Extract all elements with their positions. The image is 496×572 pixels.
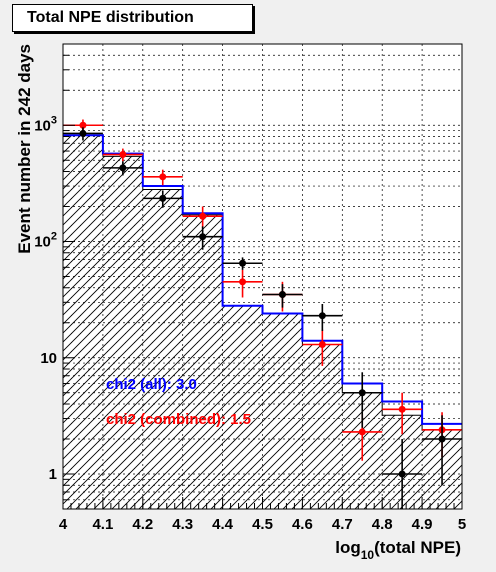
black-marker (358, 389, 366, 397)
black-marker (199, 233, 207, 241)
black-marker (119, 164, 127, 172)
x-tick-label: 4.4 (212, 516, 234, 533)
red-point (102, 148, 143, 162)
red-marker (358, 428, 366, 436)
x-tick-label: 4.6 (292, 516, 313, 533)
red-marker (398, 405, 406, 413)
black-marker (79, 129, 87, 137)
red-point (222, 269, 263, 298)
black-marker (239, 259, 247, 267)
red-point (182, 206, 223, 229)
x-axis-label: log10(total NPE) (335, 538, 461, 562)
black-point (102, 161, 143, 176)
chart-title-box: Total NPE distribution (12, 4, 253, 32)
chi2-annotation: chi2 (combined): 1.5 (106, 411, 251, 428)
black-point (342, 372, 383, 428)
x-tick-label: 4 (59, 516, 68, 533)
red-point (382, 392, 423, 435)
black-point (382, 439, 423, 509)
chi2-annotation: chi2 (all): 3.0 (106, 376, 197, 393)
black-marker (398, 470, 406, 478)
black-point (422, 415, 462, 486)
red-marker (159, 173, 167, 181)
black-marker (318, 312, 326, 320)
hist-blue (63, 134, 462, 425)
axes: 4 4.1 4.2 4.3 4.4 4.5 4.6 4.7 4.8 4.9 5 1 10 102 103 lo… (15, 44, 466, 562)
y-tick-label: 103 (34, 114, 57, 134)
red-marker (239, 278, 247, 286)
black-marker (278, 291, 286, 299)
black-point (182, 226, 223, 250)
x-tick-label: 4.2 (132, 516, 153, 533)
x-tick-label: 4.7 (332, 516, 353, 533)
x-tick-label: 4.1 (92, 516, 113, 533)
x-tick-label: 4.8 (372, 516, 393, 533)
red-marker (119, 151, 127, 159)
red-point (302, 329, 343, 366)
x-tick-label: 4.5 (252, 516, 273, 533)
data-points (63, 119, 462, 509)
red-marker (199, 212, 207, 220)
x-tick-label: 5 (458, 516, 466, 533)
y-tick-label: 10 (40, 350, 57, 367)
black-marker (159, 194, 167, 202)
black-point (142, 190, 183, 208)
black-point (302, 304, 343, 331)
x-tick-label: 4.9 (412, 516, 433, 533)
y-tick-label: 102 (34, 231, 57, 251)
red-marker (79, 121, 87, 129)
y-tick-label: 1 (49, 466, 57, 483)
black-marker (438, 435, 446, 443)
y-axis-label: Event number in 242 days (15, 44, 34, 254)
black-point (222, 257, 263, 270)
black-point (262, 284, 303, 308)
x-tick-label: 4.3 (172, 516, 193, 533)
red-point (142, 169, 183, 186)
black-point (63, 127, 103, 141)
red-marker (318, 341, 326, 349)
chart-title: Total NPE distribution (27, 9, 194, 26)
annotations: chi2 (all): 3.0 chi2 (combined): 1.5 (106, 376, 251, 428)
